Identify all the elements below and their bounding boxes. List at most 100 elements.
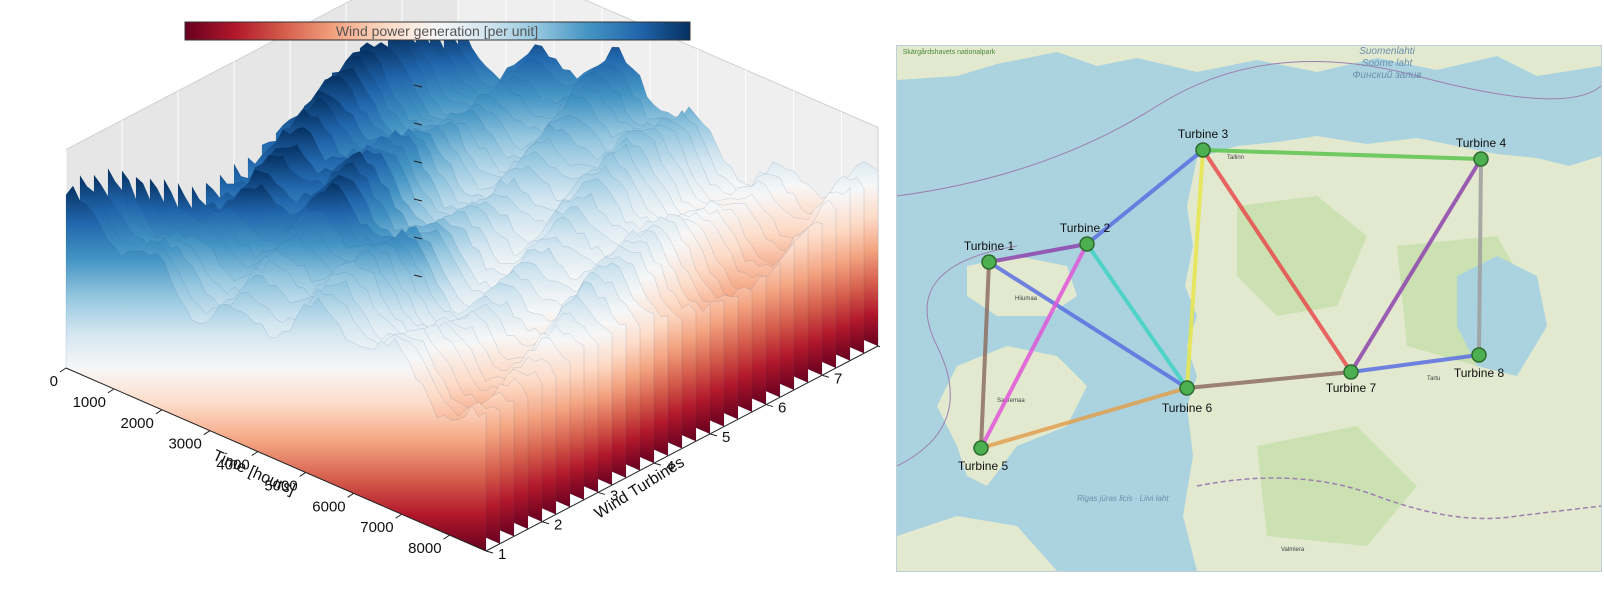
- x-tick-label: 0: [50, 373, 58, 390]
- turbine-node[interactable]: [1471, 347, 1487, 363]
- turbine-label: Turbine 1: [964, 239, 1015, 253]
- map-label-island: Saaremaa: [997, 398, 1025, 404]
- z-tick: [413, 160, 423, 164]
- network-edge: [1350, 353, 1480, 374]
- network-edge: [980, 386, 1188, 450]
- x-tick-label: 5000: [264, 477, 297, 494]
- map-label-city: Tallinn: [1227, 155, 1244, 161]
- map-label-city: Tartu: [1427, 376, 1440, 382]
- forest-patch: [1257, 426, 1417, 546]
- y-tick: [541, 521, 550, 525]
- y-tick-label: 6: [778, 400, 786, 417]
- latvia-coast: [897, 516, 1057, 571]
- y-tick: [653, 462, 662, 466]
- turbine-label: Turbine 2: [1060, 221, 1111, 235]
- y-tick: [597, 491, 606, 495]
- turbine-node[interactable]: [1195, 142, 1211, 158]
- turbine-label: Turbine 7: [1326, 381, 1377, 395]
- map-label-sea: Финский залив: [1352, 70, 1421, 81]
- surface-ribbon: [65, 185, 487, 552]
- y-tick: [709, 433, 718, 437]
- y-tick: [821, 374, 830, 378]
- z-tick: [413, 122, 423, 126]
- colorbar-bar: [184, 21, 691, 41]
- network-edge: [979, 261, 991, 449]
- wind-power-3d-chart: 0 1000 2000 3000 4000 5000 6000 7000 8000 1 2 3 4 5 6 7…: [50, 0, 898, 563]
- surface-plot: 0 1000 2000 3000 4000 5000 6000 7000 8000 1 2 3 4 5 6 7…: [50, 0, 898, 563]
- x-tick: [347, 492, 354, 498]
- z-tick: [413, 236, 423, 240]
- x-axis-line: [65, 367, 487, 552]
- map-label-sea: Soome laht: [1362, 58, 1414, 69]
- z-tick: [413, 84, 423, 88]
- network-edge: [1085, 148, 1205, 246]
- turbine-node[interactable]: [1079, 236, 1095, 252]
- colorbar-label: Wind power generation [per unit]: [336, 23, 538, 39]
- x-tick: [107, 388, 115, 394]
- network-edge: [988, 242, 1088, 264]
- y-tick-label: 1: [498, 546, 506, 563]
- y-tick-label: 5: [722, 429, 730, 446]
- maritime-border: [897, 60, 1601, 197]
- x-tick-label: 6000: [312, 498, 345, 515]
- y-axis-line: [485, 345, 879, 552]
- turbine-label: Turbine 6: [1162, 401, 1213, 415]
- x-tick: [203, 430, 211, 436]
- x-tick-label: 1000: [73, 394, 106, 411]
- latvia-border: [1196, 477, 1601, 520]
- map-canvas[interactable]: Suomenlahti Soome laht Финский залив Skä…: [897, 46, 1601, 571]
- network-edge: [1202, 148, 1482, 161]
- turbine-label: Turbine 4: [1456, 136, 1507, 150]
- network-nodes[interactable]: Turbine 1 Turbine 2 Turbine 3 Turbine 4 Turb…: [958, 127, 1507, 473]
- map-label-sea: Suomenlahti: [1359, 46, 1415, 57]
- colorbar: Wind power generation [per unit]: [184, 21, 691, 41]
- x-tick-label: 7000: [360, 519, 393, 536]
- z-tick: [413, 198, 423, 202]
- network-edge: [1185, 149, 1205, 389]
- x-tick: [299, 472, 307, 477]
- network-edge: [1085, 242, 1189, 390]
- turbine-node[interactable]: [1343, 364, 1359, 380]
- turbine-label: Turbine 3: [1178, 127, 1229, 141]
- forest-patch: [1237, 196, 1367, 316]
- y-tick: [877, 345, 886, 349]
- z-tick: [413, 274, 423, 278]
- turbine-node[interactable]: [1179, 380, 1195, 396]
- network-edge: [1349, 157, 1483, 374]
- network-edge: [1477, 158, 1483, 356]
- y-tick-label: 3: [610, 487, 618, 504]
- network-edges: [979, 148, 1483, 450]
- y-tick-label: 2: [554, 517, 562, 534]
- y-tick: [485, 550, 494, 554]
- x-tick: [443, 534, 450, 540]
- x-tick-label: 3000: [168, 436, 201, 453]
- surface-ribbons: [65, 23, 879, 552]
- x-tick: [251, 451, 259, 456]
- network-edge: [1201, 148, 1353, 374]
- map-label-gulf: Rīgas jūras līcis · Liivi laht: [1077, 494, 1169, 503]
- map-label-island: Hiiumaa: [1015, 296, 1038, 302]
- x-tick: [155, 409, 163, 415]
- x-tick-label: 2000: [121, 415, 154, 432]
- y-tick-label: 7: [834, 370, 842, 387]
- map-label-park: Skärgårdshavets nationalpark: [903, 48, 996, 56]
- x-tick: [59, 367, 67, 373]
- turbine-label: Turbine 8: [1454, 366, 1505, 380]
- finland-coast: [897, 46, 1601, 80]
- turbine-label: Turbine 5: [958, 459, 1009, 473]
- map-label-city: Valmiera: [1281, 547, 1305, 553]
- turbine-node[interactable]: [1473, 151, 1489, 167]
- network-edge: [1186, 370, 1352, 390]
- maritime-border: [897, 245, 1018, 467]
- network-edge: [979, 243, 1089, 449]
- turbine-node[interactable]: [973, 440, 989, 456]
- x-tick-label: 8000: [408, 540, 441, 557]
- network-edge: [987, 260, 1189, 390]
- turbine-network-map[interactable]: Suomenlahti Soome laht Финский залив Skä…: [896, 45, 1602, 572]
- x-tick: [395, 513, 402, 519]
- axes: 0 1000 2000 3000 4000 5000 6000 7000 8000 1 2 3 4 5 6 7…: [50, 84, 898, 563]
- x-tick-label: 4000: [216, 457, 249, 474]
- y-tick: [765, 404, 774, 408]
- y-tick-label: 4: [666, 458, 674, 475]
- turbine-node[interactable]: [981, 254, 997, 270]
